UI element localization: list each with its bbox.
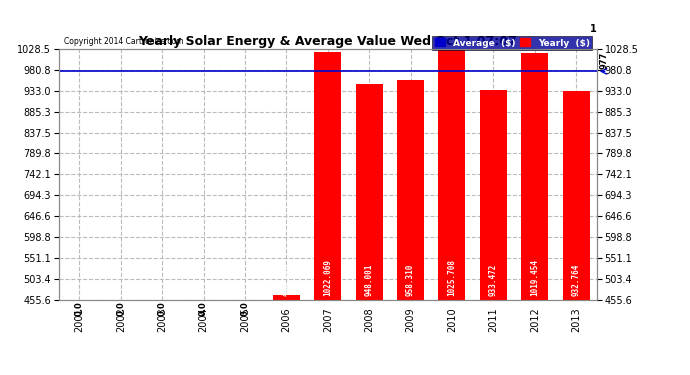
Bar (273, 295, 300, 300)
Bar (315, 52, 342, 300)
Bar (439, 50, 466, 300)
Bar (563, 91, 589, 300)
Text: 948.001: 948.001 (364, 264, 374, 297)
Text: 1025.708: 1025.708 (447, 260, 457, 297)
Text: 1022.069: 1022.069 (323, 260, 333, 297)
Text: 0.0: 0.0 (157, 302, 167, 316)
Legend: Average  ($), Yearly  ($): Average ($), Yearly ($) (432, 36, 592, 50)
Text: 958.310: 958.310 (406, 264, 415, 297)
Text: 0.0: 0.0 (199, 302, 208, 316)
Text: 1019.454: 1019.454 (530, 260, 540, 297)
Text: 0.0: 0.0 (75, 302, 84, 316)
Title: Yearly Solar Energy & Average Value Wed Oct 1 07:07: Yearly Solar Energy & Average Value Wed … (139, 34, 517, 48)
Text: 1: 1 (590, 24, 597, 34)
Text: Copyright 2014 Cartronics.com: Copyright 2014 Cartronics.com (64, 37, 184, 46)
Text: 466.802: 466.802 (282, 264, 291, 297)
Text: 932.764: 932.764 (571, 264, 581, 297)
Text: 0.0: 0.0 (116, 302, 126, 316)
Bar (356, 84, 383, 300)
Bar (397, 80, 424, 300)
Text: 933.472: 933.472 (489, 264, 498, 297)
Text: 0.0: 0.0 (240, 302, 250, 316)
Bar (480, 90, 507, 300)
Bar (522, 53, 549, 300)
Text: 977: 977 (600, 52, 609, 69)
